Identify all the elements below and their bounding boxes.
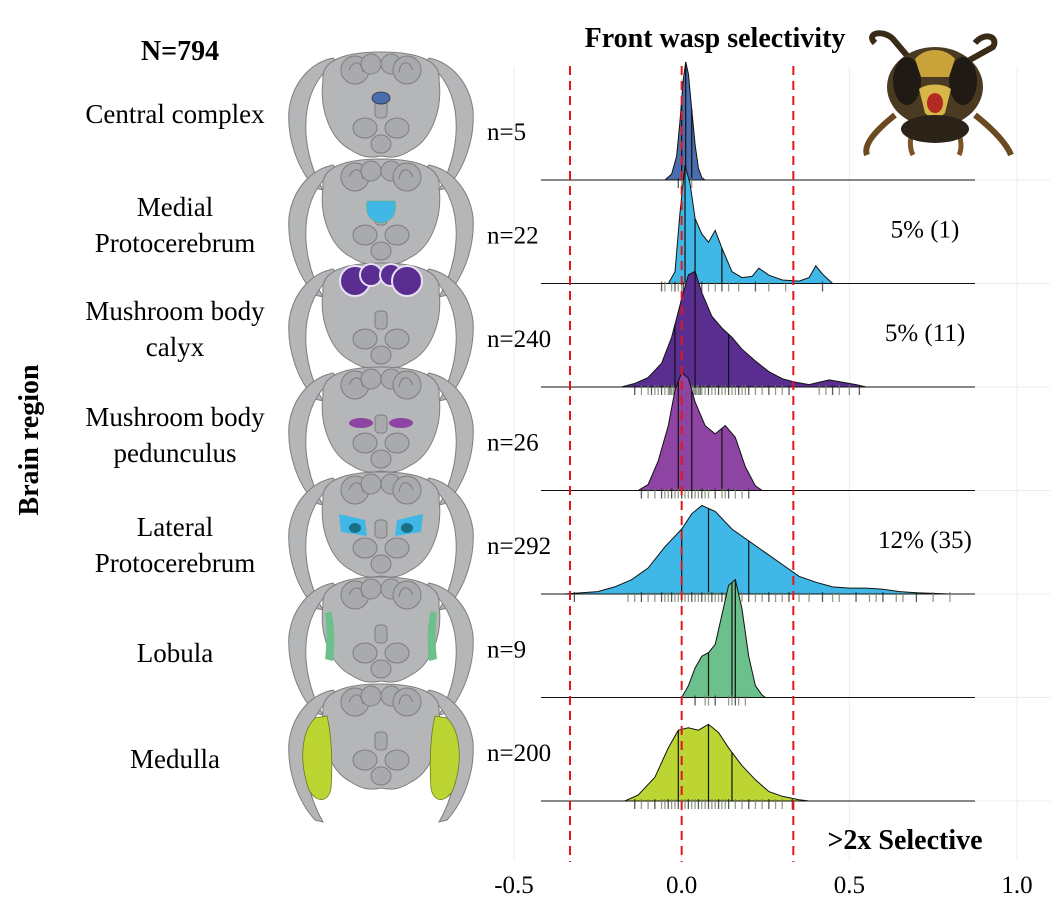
brain-diagram-lateral xyxy=(288,471,474,611)
n-label: n=26 xyxy=(487,430,539,457)
brain-diagram-medulla xyxy=(288,683,474,823)
ridge-lateral-protocerebrum: n=292 12% (35) xyxy=(487,504,975,602)
ridge-lobula: n=9 xyxy=(487,578,975,706)
region-label: Lobula xyxy=(137,638,213,668)
region-label: Mushroom body xyxy=(85,296,265,326)
region-label: pedunculus xyxy=(114,438,237,468)
brain-diagram-lobula xyxy=(288,576,474,716)
ridge-density xyxy=(564,504,950,595)
threshold-lines xyxy=(569,66,795,862)
n-label: n=9 xyxy=(487,637,526,664)
region-label: Medulla xyxy=(130,744,220,774)
ridge-mushroom-body-calyx: n=240 5% (11) xyxy=(487,270,975,395)
ridge-density xyxy=(667,165,843,284)
percent-selective-label: 12% (35) xyxy=(878,527,972,554)
percent-selective-label: 5% (11) xyxy=(885,320,965,347)
brain-diagram-pedunculus xyxy=(288,366,474,506)
ridge-medial-protocerebrum: n=22 5% (1) xyxy=(487,165,975,292)
y-axis-label: Brain region xyxy=(14,364,45,516)
ridge-density xyxy=(663,61,707,181)
region-label: Central complex xyxy=(85,99,265,129)
n-label: n=200 xyxy=(487,740,551,767)
brain-diagram-central xyxy=(288,51,474,191)
n-label: n=240 xyxy=(487,326,551,353)
n-label: n=5 xyxy=(487,119,526,146)
ridge-central-complex: n=5 xyxy=(487,61,975,188)
n-label: n=292 xyxy=(487,533,551,560)
x-tick-label: 1.0 xyxy=(1001,872,1032,899)
brain-diagrams xyxy=(288,51,474,823)
x-tick-label: 0.5 xyxy=(834,872,865,899)
region-label: calyx xyxy=(146,332,205,362)
ridge-density xyxy=(621,270,867,388)
x-tick-label: -0.5 xyxy=(494,872,534,899)
x-tick-label: 0.0 xyxy=(666,872,697,899)
chart-title: Front wasp selectivity xyxy=(585,23,846,54)
ridge-medulla: n=200 xyxy=(487,723,975,809)
region-label: Protocerebrum xyxy=(95,548,255,578)
wasp-head-image xyxy=(863,30,1014,157)
total-count-label: N=794 xyxy=(141,36,219,67)
region-label: Mushroom body xyxy=(85,402,265,432)
grid-lines xyxy=(513,66,1050,860)
region-label: Lateral xyxy=(137,512,213,542)
region-label: Protocerebrum xyxy=(95,228,255,258)
ridge-density xyxy=(680,578,768,698)
selective-label: >2x Selective xyxy=(827,825,982,856)
x-axis-ticks: -0.5 0.0 0.5 1.0 xyxy=(494,872,1032,899)
ridge-density xyxy=(636,371,764,491)
ridge-density xyxy=(624,723,810,802)
brain-diagram-medial xyxy=(288,158,474,298)
n-label: n=22 xyxy=(487,223,539,250)
percent-selective-label: 5% (1) xyxy=(891,217,960,244)
brain-diagram-calyx xyxy=(288,262,474,402)
ridge-mushroom-body-pedunculus: n=26 xyxy=(487,371,975,499)
region-label: Medial xyxy=(137,192,213,222)
region-labels: Central complex Medial Protocerebrum Mushro… xyxy=(85,99,265,774)
ridgeline-plot: n=5 n=22 5% (1) n=240 5% (11) n=26 n=292 12% (3… xyxy=(487,61,975,809)
